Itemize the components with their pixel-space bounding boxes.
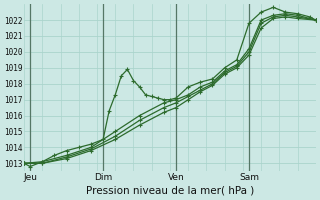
X-axis label: Pression niveau de la mer( hPa ): Pression niveau de la mer( hPa ) [86, 186, 254, 196]
